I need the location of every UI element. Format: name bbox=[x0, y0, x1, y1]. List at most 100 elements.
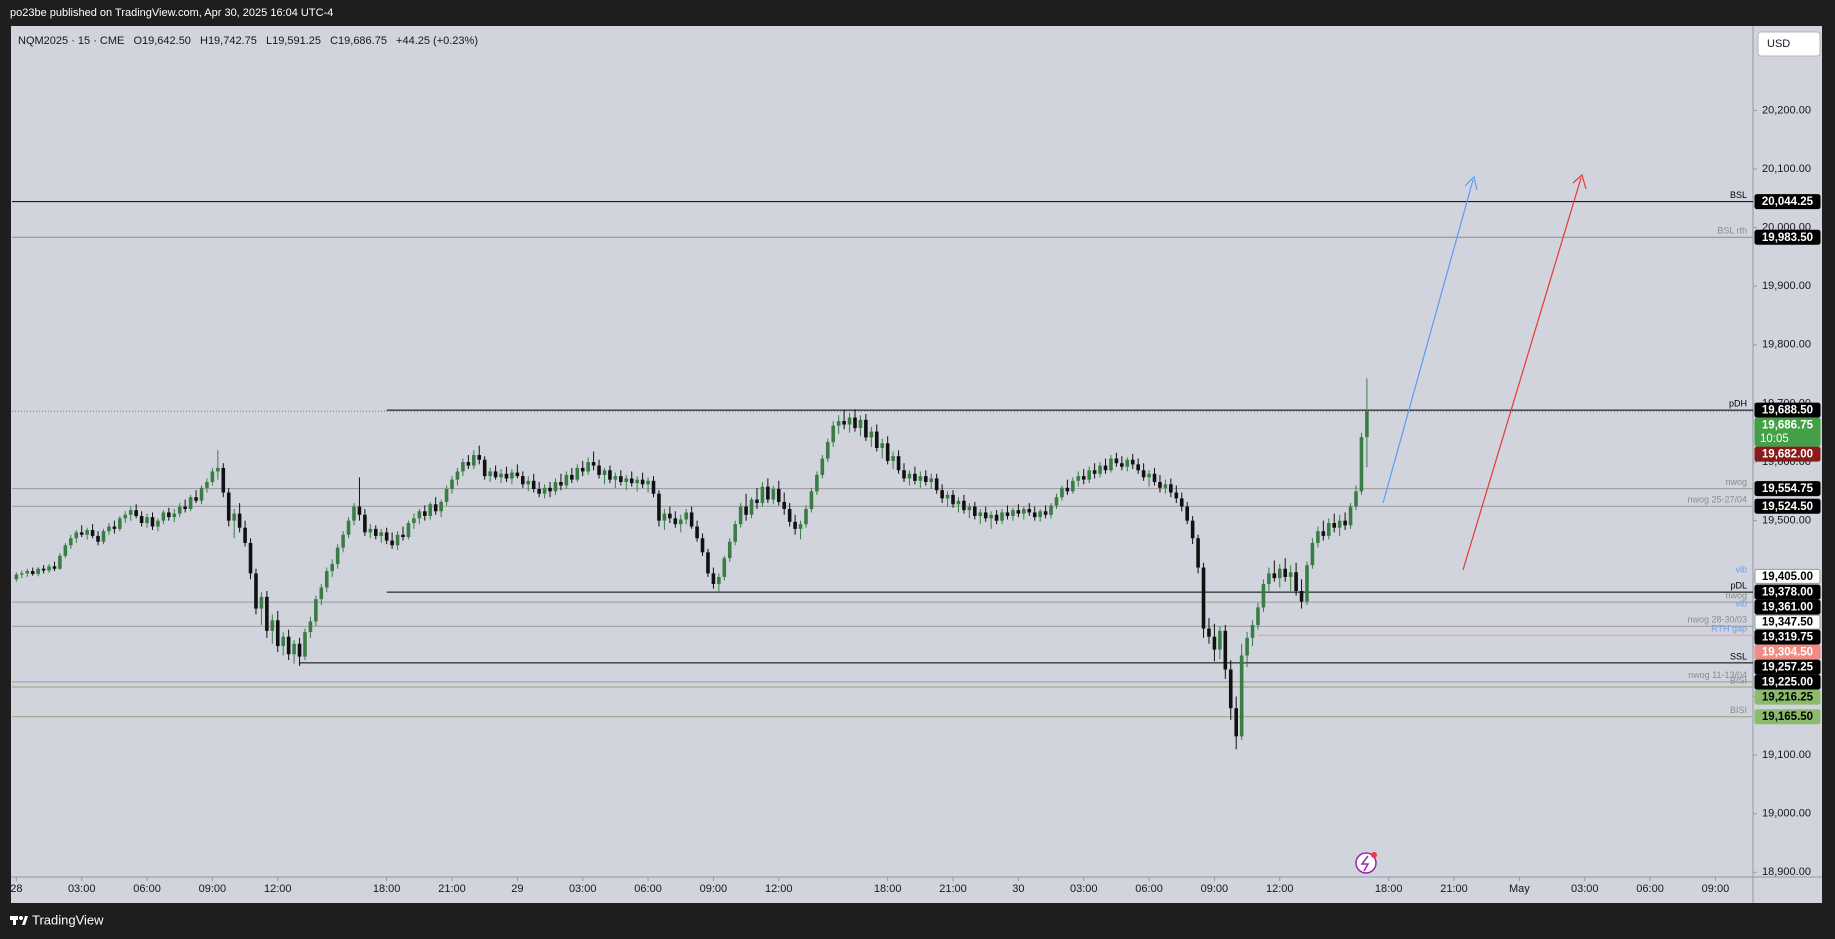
candle-body bbox=[1332, 523, 1337, 528]
candle-body bbox=[787, 508, 792, 522]
candle-body bbox=[395, 534, 400, 546]
candle-body bbox=[1348, 506, 1353, 526]
x-tick-label: 03:00 bbox=[569, 883, 597, 895]
x-tick-label: 21:00 bbox=[939, 883, 967, 895]
candle-body bbox=[1294, 572, 1298, 591]
candle-body bbox=[586, 462, 590, 472]
candle-body bbox=[368, 528, 373, 533]
candle-body bbox=[973, 506, 977, 516]
candle-body bbox=[259, 596, 264, 609]
candle-body bbox=[744, 506, 748, 515]
x-tick-label: 30 bbox=[1012, 883, 1024, 895]
candle-body bbox=[1316, 531, 1320, 543]
level-label: nwog 11-13/04 bbox=[1688, 670, 1747, 680]
legend-close: C19,686.75 bbox=[330, 35, 387, 47]
candle-body bbox=[1218, 630, 1222, 650]
candle-body bbox=[1158, 481, 1162, 488]
candle-body bbox=[243, 527, 247, 543]
candle-body bbox=[853, 417, 857, 429]
x-tick-label: 12:00 bbox=[264, 883, 292, 895]
candle-body bbox=[635, 479, 639, 484]
price-tag-label: 19,983.50 bbox=[1762, 232, 1813, 244]
candle-body bbox=[319, 587, 324, 600]
candle-body bbox=[1098, 465, 1102, 474]
candle-body bbox=[684, 512, 688, 520]
candle-body bbox=[727, 541, 732, 559]
candle-body bbox=[275, 620, 280, 647]
candle-body bbox=[216, 467, 220, 472]
candle-body bbox=[1212, 636, 1217, 650]
candle-body bbox=[825, 442, 830, 459]
candle-body bbox=[771, 489, 776, 500]
candle-body bbox=[1185, 506, 1189, 521]
brand-name: TradingView bbox=[32, 912, 104, 927]
candle-body bbox=[640, 479, 645, 485]
candle-body bbox=[254, 573, 258, 609]
level-label: BSL bbox=[1730, 190, 1747, 200]
candle-body bbox=[1136, 464, 1140, 471]
red-arrow bbox=[1462, 177, 1582, 571]
x-tick-label: 06:00 bbox=[133, 883, 161, 895]
candle-body bbox=[177, 506, 182, 514]
candle-body bbox=[112, 526, 117, 529]
candle-body bbox=[542, 487, 547, 494]
candle-body bbox=[232, 513, 236, 521]
candle-body bbox=[1250, 624, 1255, 638]
candle-body bbox=[559, 481, 563, 486]
brand-logo-slash bbox=[22, 916, 28, 925]
level-label: BISI bbox=[1730, 705, 1747, 715]
x-tick-label: 09:00 bbox=[700, 883, 728, 895]
candle-body bbox=[1120, 463, 1124, 467]
candle-body bbox=[695, 526, 699, 539]
candle-body bbox=[1245, 637, 1249, 656]
level-label: nwog bbox=[1725, 477, 1747, 487]
candle-body bbox=[422, 511, 427, 516]
x-tick-label: 21:00 bbox=[1440, 883, 1468, 895]
alert-dot bbox=[1371, 852, 1377, 858]
currency-button[interactable]: USD bbox=[1757, 31, 1821, 57]
candle-body bbox=[1081, 476, 1086, 480]
candle-body bbox=[36, 568, 40, 574]
candle-body bbox=[1207, 628, 1211, 637]
candle-body bbox=[1277, 568, 1282, 579]
candle-body bbox=[515, 472, 520, 477]
candle-body bbox=[1365, 411, 1369, 438]
currency-button-box[interactable] bbox=[1757, 31, 1821, 57]
candle-body bbox=[1076, 476, 1081, 481]
price-tag-label: 19,686.75 bbox=[1762, 420, 1814, 432]
candle-body bbox=[1288, 572, 1293, 577]
currency-label[interactable]: USD bbox=[1767, 38, 1790, 50]
candle-body bbox=[41, 568, 46, 571]
countdown: 10:05 bbox=[1760, 433, 1789, 445]
x-tick-label: 03:00 bbox=[1571, 883, 1599, 895]
candle-body bbox=[47, 566, 51, 571]
candle-body bbox=[1032, 512, 1037, 518]
x-tick-label: 03:00 bbox=[68, 883, 96, 895]
price-tag bbox=[1754, 659, 1821, 675]
candle-body bbox=[118, 518, 122, 529]
candle-body bbox=[286, 636, 291, 655]
candle-body bbox=[488, 471, 492, 477]
candle-body bbox=[733, 524, 737, 542]
alert-icon[interactable] bbox=[1355, 852, 1377, 874]
candle-body bbox=[880, 443, 885, 448]
candle-body bbox=[58, 555, 62, 569]
candle-body bbox=[74, 532, 79, 539]
price-tag bbox=[1754, 498, 1821, 514]
y-tick-label: 19,900.00 bbox=[1762, 280, 1811, 292]
candle-body bbox=[69, 538, 73, 546]
legend-change: +44.25 (+0.23%) bbox=[396, 35, 478, 47]
candle-body bbox=[913, 473, 917, 481]
candle-body bbox=[341, 534, 345, 548]
candle-body bbox=[907, 473, 912, 479]
candle-body bbox=[956, 500, 961, 505]
candle-body bbox=[831, 425, 836, 443]
price-tag bbox=[1754, 417, 1821, 447]
candle-body bbox=[1114, 458, 1119, 464]
candle-body bbox=[934, 478, 939, 491]
candle-body bbox=[265, 596, 269, 631]
candle-body bbox=[52, 566, 57, 569]
candle-body bbox=[30, 571, 35, 574]
candle-body bbox=[864, 419, 868, 438]
